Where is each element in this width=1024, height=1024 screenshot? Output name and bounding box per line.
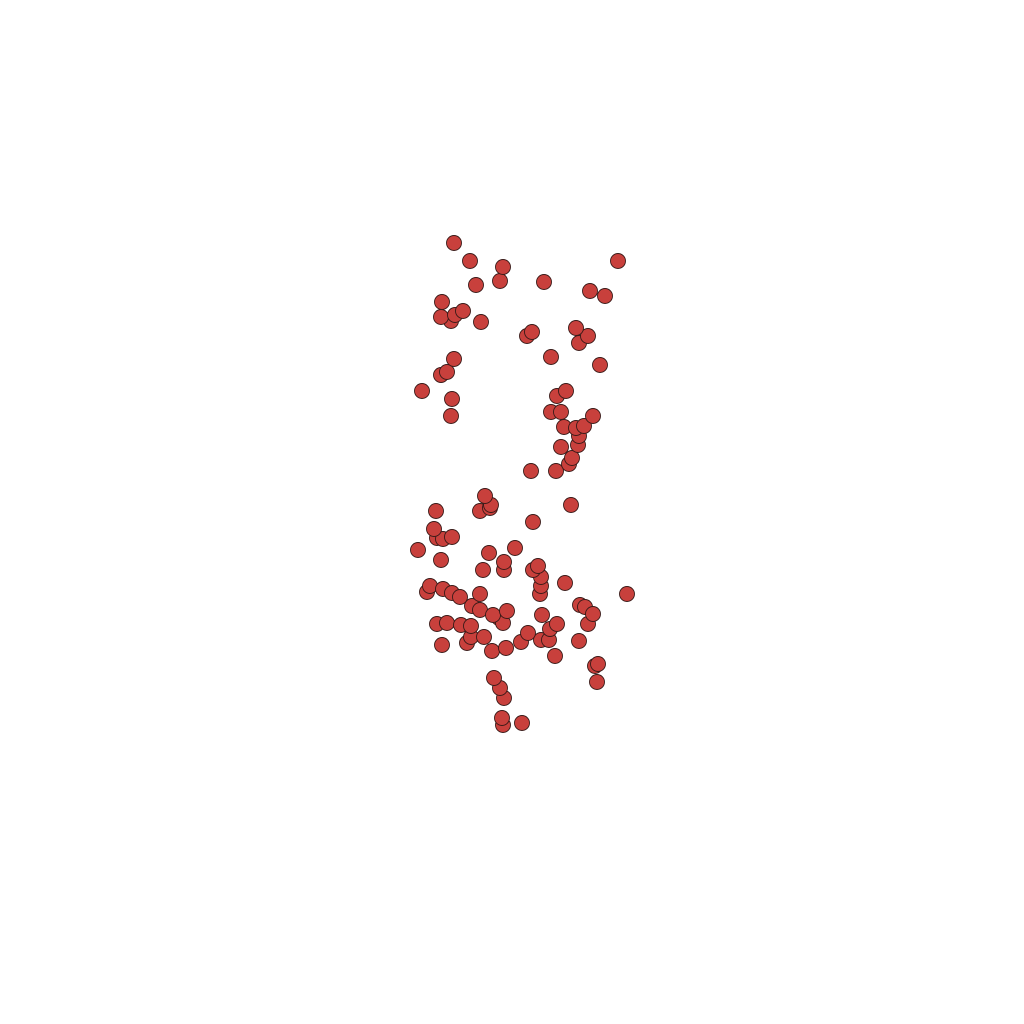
scatter-point	[462, 253, 478, 269]
scatter-point	[443, 408, 459, 424]
scatter-point	[543, 349, 559, 365]
scatter-point	[549, 616, 565, 632]
scatter-point	[434, 294, 450, 310]
scatter-point	[410, 542, 426, 558]
scatter-point	[494, 710, 510, 726]
scatter-point	[530, 558, 546, 574]
scatter-point	[548, 463, 564, 479]
scatter-point	[433, 552, 449, 568]
scatter-point	[557, 575, 573, 591]
scatter-point	[520, 625, 536, 641]
scatter-point	[476, 629, 492, 645]
scatter-point	[582, 283, 598, 299]
scatter-point	[463, 618, 479, 634]
scatter-point	[496, 554, 512, 570]
scatter-point	[547, 648, 563, 664]
scatter-point	[589, 674, 605, 690]
scatter-point	[434, 637, 450, 653]
scatter-point	[576, 418, 592, 434]
scatter-point	[525, 514, 541, 530]
scatter-points-group	[410, 235, 635, 733]
scatter-point	[422, 578, 438, 594]
scatter-point	[507, 540, 523, 556]
scatter-point	[455, 303, 471, 319]
scatter-point	[495, 259, 511, 275]
scatter-point	[485, 607, 501, 623]
scatter-point	[610, 253, 626, 269]
scatter-point	[446, 235, 462, 251]
scatter-point	[473, 314, 489, 330]
scatter-point	[534, 607, 550, 623]
scatter-point	[564, 450, 580, 466]
scatter-point	[523, 463, 539, 479]
scatter-point	[553, 439, 569, 455]
scatter-point	[585, 606, 601, 622]
scatter-point	[481, 545, 497, 561]
scatter-point	[580, 328, 596, 344]
scatter-point	[414, 383, 430, 399]
scatter-point	[597, 288, 613, 304]
scatter-point	[619, 586, 635, 602]
scatter-point	[492, 273, 508, 289]
scatter-point	[568, 320, 584, 336]
scatter-point	[475, 562, 491, 578]
scatter-point	[428, 503, 444, 519]
scatter-point	[498, 640, 514, 656]
scatter-point	[468, 277, 484, 293]
scatter-point	[444, 529, 460, 545]
scatter-point	[553, 404, 569, 420]
scatter-point	[590, 656, 606, 672]
scatter-point	[484, 643, 500, 659]
scatter-point	[486, 670, 502, 686]
scatter-point	[585, 408, 601, 424]
scatter-point	[444, 391, 460, 407]
scatter-point	[558, 383, 574, 399]
scatter-point	[472, 586, 488, 602]
scatter-point	[563, 497, 579, 513]
scatter-point	[571, 633, 587, 649]
scatter-point	[426, 521, 442, 537]
scatter-point	[514, 715, 530, 731]
scatter-point	[536, 274, 552, 290]
scatter-point	[433, 309, 449, 325]
scatter-point	[499, 603, 515, 619]
scatter-point	[477, 488, 493, 504]
scatter-point	[446, 351, 462, 367]
scatter-point	[439, 615, 455, 631]
scatter-point	[439, 364, 455, 380]
scatter-point	[452, 589, 468, 605]
scatter-point	[524, 324, 540, 340]
scatter-point	[592, 357, 608, 373]
